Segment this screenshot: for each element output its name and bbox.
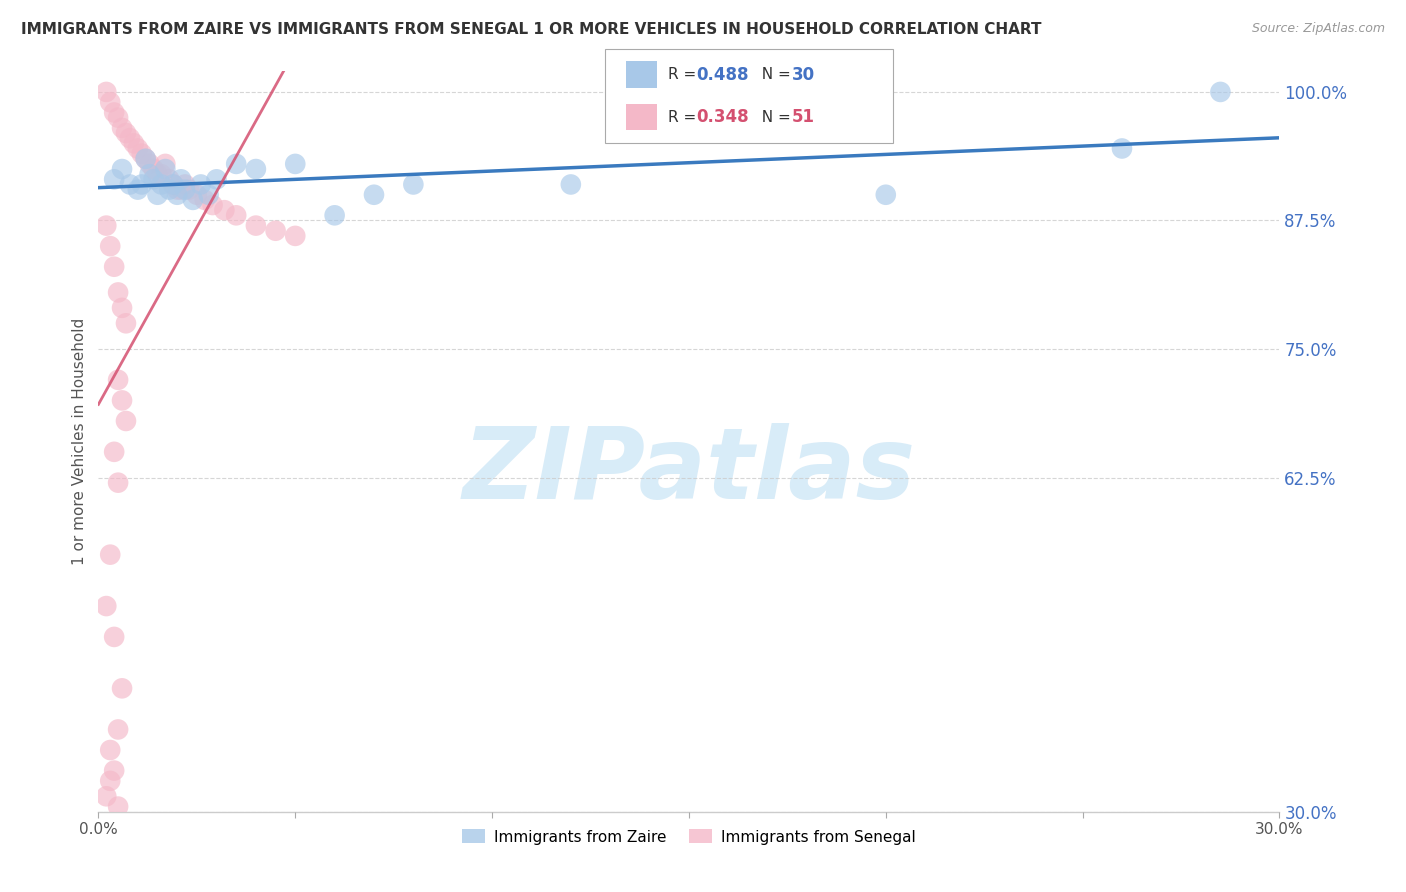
Point xyxy=(98,239,121,253)
Point xyxy=(162,178,184,192)
Point xyxy=(201,198,224,212)
Point xyxy=(166,183,188,197)
Point xyxy=(166,187,188,202)
Point xyxy=(96,599,118,613)
Point xyxy=(197,187,219,202)
Point xyxy=(194,193,217,207)
Point xyxy=(142,162,165,177)
Point xyxy=(135,152,157,166)
Text: R =: R = xyxy=(668,110,702,125)
Point xyxy=(103,630,125,644)
Point xyxy=(170,172,193,186)
Point xyxy=(190,178,212,192)
Point xyxy=(177,183,200,197)
Point xyxy=(107,373,129,387)
Point xyxy=(284,157,307,171)
Point xyxy=(402,178,425,192)
Point xyxy=(127,141,149,155)
Point xyxy=(111,393,134,408)
Point xyxy=(96,85,118,99)
Point xyxy=(174,183,197,197)
Point xyxy=(150,178,173,192)
Point xyxy=(107,723,129,737)
Point xyxy=(118,131,141,145)
Point xyxy=(111,120,134,135)
Point xyxy=(162,178,184,192)
Text: 30: 30 xyxy=(792,66,814,84)
Point xyxy=(111,162,134,177)
Point xyxy=(1209,85,1232,99)
Point xyxy=(245,219,267,233)
Point xyxy=(115,414,138,428)
Point xyxy=(155,162,177,177)
Point xyxy=(107,111,129,125)
Point xyxy=(186,187,208,202)
Point xyxy=(98,773,121,788)
Legend: Immigrants from Zaire, Immigrants from Senegal: Immigrants from Zaire, Immigrants from S… xyxy=(454,822,924,852)
Point xyxy=(135,152,157,166)
Text: N =: N = xyxy=(752,110,796,125)
Point xyxy=(96,789,118,804)
Point xyxy=(115,316,138,330)
Point xyxy=(138,167,160,181)
Point xyxy=(181,193,204,207)
Point xyxy=(363,187,385,202)
Point xyxy=(127,183,149,197)
Point xyxy=(107,475,129,490)
Point xyxy=(146,167,169,181)
Point xyxy=(118,178,141,192)
Point xyxy=(157,183,180,197)
Point xyxy=(155,157,177,171)
Point xyxy=(157,172,180,186)
Point xyxy=(107,799,129,814)
Y-axis label: 1 or more Vehicles in Household: 1 or more Vehicles in Household xyxy=(72,318,87,566)
Text: R =: R = xyxy=(668,67,702,82)
Point xyxy=(150,167,173,181)
Point xyxy=(131,146,153,161)
Point xyxy=(98,95,121,110)
Point xyxy=(560,178,582,192)
Text: IMMIGRANTS FROM ZAIRE VS IMMIGRANTS FROM SENEGAL 1 OR MORE VEHICLES IN HOUSEHOLD: IMMIGRANTS FROM ZAIRE VS IMMIGRANTS FROM… xyxy=(21,22,1042,37)
Point xyxy=(103,764,125,778)
Point xyxy=(98,743,121,757)
Point xyxy=(205,172,228,186)
Point xyxy=(103,172,125,186)
Text: 0.488: 0.488 xyxy=(696,66,748,84)
Point xyxy=(214,203,236,218)
Point xyxy=(115,126,138,140)
Point xyxy=(103,445,125,459)
Point xyxy=(131,178,153,192)
Point xyxy=(174,178,197,192)
Point xyxy=(138,157,160,171)
Point xyxy=(96,219,118,233)
Point xyxy=(103,105,125,120)
Point xyxy=(1111,141,1133,155)
Text: Source: ZipAtlas.com: Source: ZipAtlas.com xyxy=(1251,22,1385,36)
Point xyxy=(170,183,193,197)
Point xyxy=(245,162,267,177)
Point xyxy=(122,136,145,151)
Text: 51: 51 xyxy=(792,108,814,126)
Point xyxy=(264,224,287,238)
Point xyxy=(111,681,134,696)
Point xyxy=(98,548,121,562)
Text: 0.348: 0.348 xyxy=(696,108,748,126)
Point xyxy=(111,301,134,315)
Point xyxy=(103,260,125,274)
Point xyxy=(142,172,165,186)
Point xyxy=(323,208,346,222)
Point xyxy=(107,285,129,300)
Point xyxy=(875,187,897,202)
Point xyxy=(225,157,247,171)
Point xyxy=(146,187,169,202)
Point xyxy=(225,208,247,222)
Text: N =: N = xyxy=(752,67,796,82)
Point xyxy=(284,228,307,243)
Text: ZIPatlas: ZIPatlas xyxy=(463,423,915,520)
